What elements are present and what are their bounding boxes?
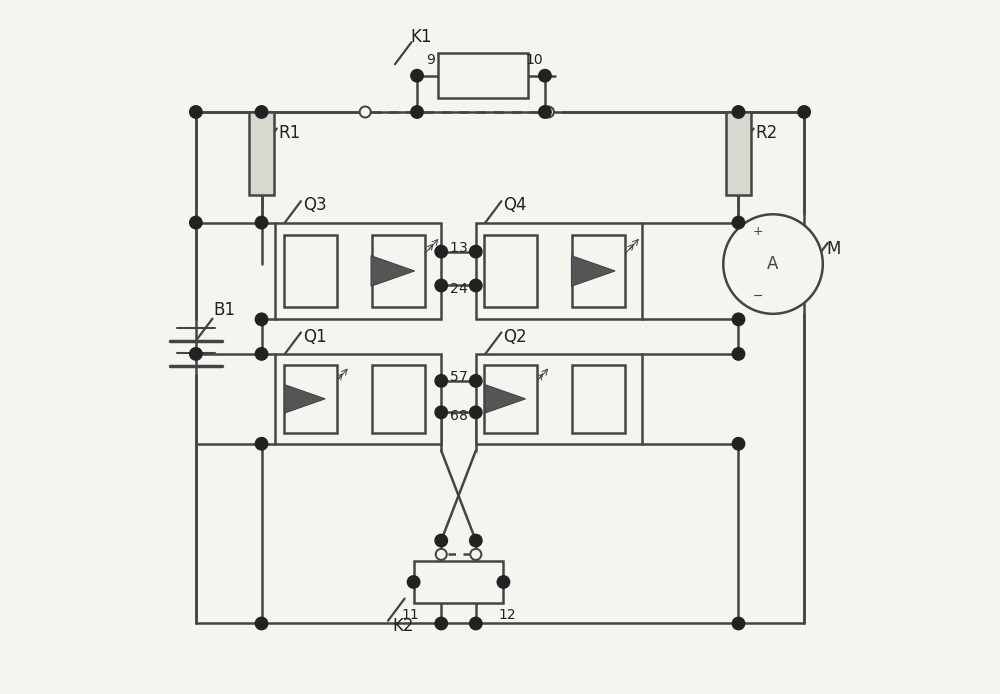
Text: 3: 3 xyxy=(459,241,468,255)
Text: Q4: Q4 xyxy=(503,196,527,214)
Bar xyxy=(284,365,337,432)
Circle shape xyxy=(732,617,745,629)
Bar xyxy=(572,235,625,307)
Circle shape xyxy=(543,106,554,117)
Text: Q2: Q2 xyxy=(503,328,527,346)
Circle shape xyxy=(435,617,447,629)
Text: 2: 2 xyxy=(450,282,458,296)
Circle shape xyxy=(732,105,745,118)
Bar xyxy=(284,235,337,307)
Circle shape xyxy=(539,105,551,118)
Text: K2: K2 xyxy=(393,616,414,634)
Text: M: M xyxy=(826,240,841,258)
Circle shape xyxy=(255,617,268,629)
Circle shape xyxy=(470,549,481,560)
Text: Q3: Q3 xyxy=(303,196,327,214)
Text: 1: 1 xyxy=(450,241,458,255)
Circle shape xyxy=(190,217,202,229)
Text: 11: 11 xyxy=(401,608,419,623)
Circle shape xyxy=(732,348,745,360)
Text: B1: B1 xyxy=(213,301,235,319)
Text: K1: K1 xyxy=(410,28,432,46)
Bar xyxy=(572,365,625,432)
Circle shape xyxy=(255,217,268,229)
Text: +: + xyxy=(753,226,763,238)
Circle shape xyxy=(732,217,745,229)
Text: 5: 5 xyxy=(450,371,458,384)
Bar xyxy=(476,354,642,443)
Circle shape xyxy=(723,214,823,314)
Bar xyxy=(372,235,425,307)
Circle shape xyxy=(497,576,510,589)
Circle shape xyxy=(407,576,420,589)
Circle shape xyxy=(470,279,482,291)
Circle shape xyxy=(470,534,482,547)
Polygon shape xyxy=(485,384,526,413)
Circle shape xyxy=(470,406,482,418)
Text: 10: 10 xyxy=(526,53,543,67)
Bar xyxy=(414,561,503,603)
Circle shape xyxy=(539,69,551,82)
Bar xyxy=(275,354,441,443)
Circle shape xyxy=(411,105,423,118)
Circle shape xyxy=(360,106,371,117)
Text: 8: 8 xyxy=(459,409,468,423)
Circle shape xyxy=(470,617,482,629)
Text: R2: R2 xyxy=(756,124,778,142)
Text: 4: 4 xyxy=(459,282,468,296)
Circle shape xyxy=(435,406,447,418)
Text: 9: 9 xyxy=(426,53,435,67)
Text: 7: 7 xyxy=(459,371,468,384)
Text: A: A xyxy=(767,255,779,273)
Circle shape xyxy=(255,348,268,360)
Circle shape xyxy=(798,105,810,118)
Polygon shape xyxy=(571,255,615,286)
Text: R1: R1 xyxy=(279,124,301,142)
Circle shape xyxy=(255,313,268,325)
Circle shape xyxy=(732,437,745,450)
Text: Q1: Q1 xyxy=(303,328,327,346)
Bar xyxy=(249,112,274,195)
Circle shape xyxy=(470,246,482,258)
Bar xyxy=(484,365,537,432)
Circle shape xyxy=(255,105,268,118)
Circle shape xyxy=(411,69,423,82)
Circle shape xyxy=(436,549,447,560)
Bar xyxy=(275,223,441,319)
Circle shape xyxy=(470,375,482,387)
Circle shape xyxy=(255,437,268,450)
Bar xyxy=(484,235,537,307)
Bar xyxy=(438,53,528,98)
Circle shape xyxy=(435,246,447,258)
Text: 6: 6 xyxy=(450,409,458,423)
Circle shape xyxy=(190,105,202,118)
Text: 12: 12 xyxy=(498,608,516,623)
Circle shape xyxy=(435,375,447,387)
Polygon shape xyxy=(285,384,325,413)
Circle shape xyxy=(435,534,447,547)
Circle shape xyxy=(732,313,745,325)
Text: −: − xyxy=(753,290,763,303)
Bar xyxy=(476,223,642,319)
Bar xyxy=(726,112,751,195)
Polygon shape xyxy=(371,255,415,286)
Circle shape xyxy=(190,348,202,360)
Circle shape xyxy=(435,279,447,291)
Bar xyxy=(372,365,425,432)
